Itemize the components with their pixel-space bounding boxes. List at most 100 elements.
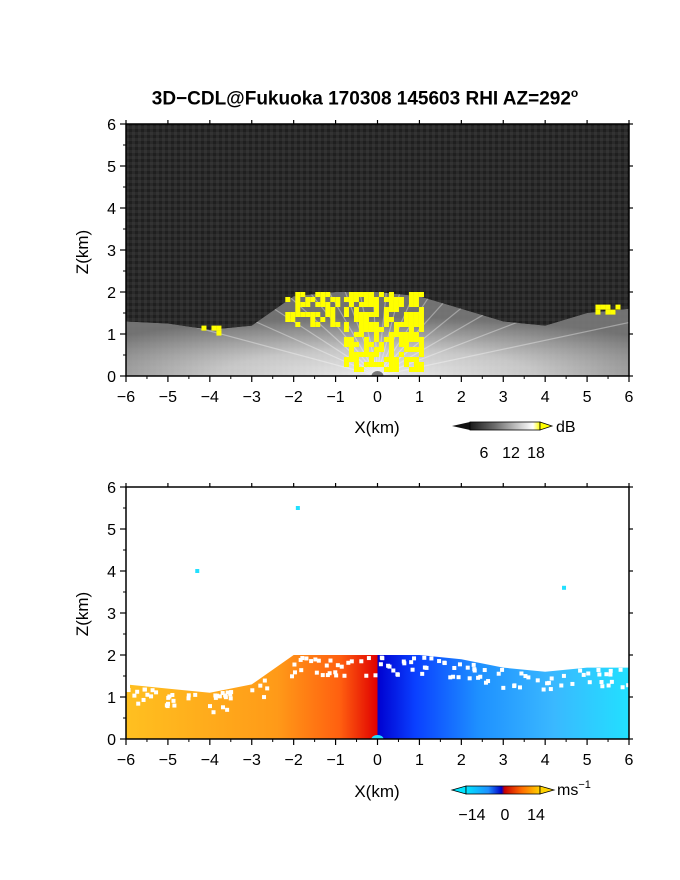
radar-site-marker: [371, 735, 384, 739]
high-dbz-pixel: [353, 312, 359, 317]
radar-site-marker: [371, 371, 384, 376]
high-dbz-pixel: [600, 304, 606, 310]
echo-gap-pixel: [587, 680, 592, 685]
high-dbz-pixel: [408, 332, 414, 337]
high-dbz-pixel: [413, 357, 419, 362]
x-tick-label: 3: [499, 752, 508, 769]
echo-gap-pixel: [258, 683, 263, 688]
high-dbz-pixel: [393, 322, 399, 327]
high-dbz-pixel: [310, 297, 316, 302]
high-dbz-pixel: [300, 312, 306, 317]
x-tick-label: −4: [201, 389, 219, 406]
high-dbz-pixel: [398, 352, 404, 357]
high-dbz-pixel: [353, 307, 359, 312]
colorbar-high-arrow: [539, 785, 556, 795]
x-tick-label: 5: [583, 752, 592, 769]
high-dbz-pixel: [343, 357, 349, 362]
high-dbz-pixel: [335, 302, 341, 307]
high-dbz-pixel: [605, 304, 611, 310]
high-dbz-pixel: [383, 337, 389, 342]
high-dbz-pixel: [373, 307, 379, 312]
echo-gap-pixel: [324, 663, 329, 668]
echo-gap-pixel: [581, 672, 586, 677]
velocity-echo-layer: [126, 506, 629, 739]
high-dbz-pixel: [383, 322, 389, 327]
echo-gap-pixel: [314, 670, 319, 675]
echo-gap-pixel: [262, 678, 267, 683]
echo-gap-pixel: [478, 674, 483, 679]
high-dbz-pixel: [378, 362, 384, 367]
echo-gap-pixel: [599, 680, 604, 685]
echo-gap-pixel: [339, 664, 344, 669]
high-dbz-pixel: [368, 352, 374, 357]
x-tick-label: 5: [583, 389, 592, 406]
high-dbz-pixel: [408, 322, 414, 327]
high-dbz-pixel: [388, 347, 394, 352]
high-dbz-pixel: [358, 352, 364, 357]
echo-gap-pixel: [141, 697, 146, 702]
high-dbz-pixel: [383, 312, 389, 317]
echo-gap-pixel: [500, 667, 505, 672]
high-dbz-pixel: [388, 357, 394, 362]
high-dbz-pixel: [413, 292, 419, 297]
echo-gap-pixel: [309, 659, 314, 664]
echo-gap-pixel: [346, 660, 351, 665]
echo-gap-pixel: [145, 692, 150, 697]
high-dbz-pixel: [343, 337, 349, 342]
echo-gap-pixel: [380, 656, 385, 661]
high-dbz-pixel: [373, 337, 379, 342]
y-tick-label: 1: [107, 690, 116, 707]
high-dbz-pixel: [320, 317, 326, 322]
high-dbz-pixel: [368, 302, 374, 307]
high-dbz-pixel: [378, 347, 384, 352]
echo-gap-pixel: [304, 656, 309, 661]
high-dbz-pixel: [373, 332, 379, 337]
high-dbz-pixel: [413, 367, 419, 372]
high-dbz-pixel: [408, 327, 414, 332]
high-dbz-pixel: [358, 327, 364, 332]
echo-gap-pixel: [171, 698, 176, 703]
high-dbz-pixel: [211, 325, 217, 331]
high-dbz-pixel: [363, 302, 369, 307]
echo-gap-pixel: [422, 655, 427, 660]
x-tick-label: −5: [159, 752, 177, 769]
echo-gap-pixel: [262, 695, 267, 700]
echo-gap-pixel: [512, 684, 517, 689]
colorbar-tick: 14: [527, 807, 545, 824]
high-dbz-pixel: [393, 302, 399, 307]
high-dbz-pixel: [343, 297, 349, 302]
echo-gap-pixel: [364, 673, 369, 678]
high-dbz-pixel: [368, 297, 374, 302]
echo-gap-pixel: [136, 701, 141, 706]
high-dbz-pixel: [348, 347, 354, 352]
high-dbz-pixel: [388, 292, 394, 297]
high-dbz-pixel: [353, 332, 359, 337]
high-dbz-pixel: [368, 362, 374, 367]
reflectivity-xlabel: X(km): [354, 418, 399, 437]
echo-gap-pixel: [223, 693, 228, 698]
high-dbz-pixel: [388, 367, 394, 372]
high-dbz-pixel: [403, 362, 409, 367]
echo-gap-pixel: [217, 694, 222, 699]
echo-gap-pixel: [228, 692, 233, 697]
echo-gap-pixel: [126, 688, 131, 693]
echo-gap-pixel: [519, 671, 524, 676]
echo-gap-pixel: [452, 665, 457, 670]
high-dbz-pixel: [595, 309, 601, 315]
x-tick-label: 1: [415, 389, 424, 406]
high-dbz-pixel: [320, 292, 326, 297]
high-dbz-pixel: [388, 307, 394, 312]
y-tick-label: 3: [107, 606, 116, 623]
high-dbz-pixel: [418, 352, 424, 357]
high-dbz-pixel: [368, 322, 374, 327]
high-dbz-pixel: [388, 352, 394, 357]
high-dbz-pixel: [343, 307, 349, 312]
high-dbz-pixel: [393, 332, 399, 337]
high-dbz-pixel: [393, 327, 399, 332]
high-dbz-pixel: [413, 347, 419, 352]
high-dbz-pixel: [348, 352, 354, 357]
echo-gap-pixel: [387, 664, 392, 669]
high-dbz-pixel: [330, 297, 336, 302]
echo-gap-pixel: [608, 668, 613, 673]
high-dbz-pixel: [343, 322, 349, 327]
